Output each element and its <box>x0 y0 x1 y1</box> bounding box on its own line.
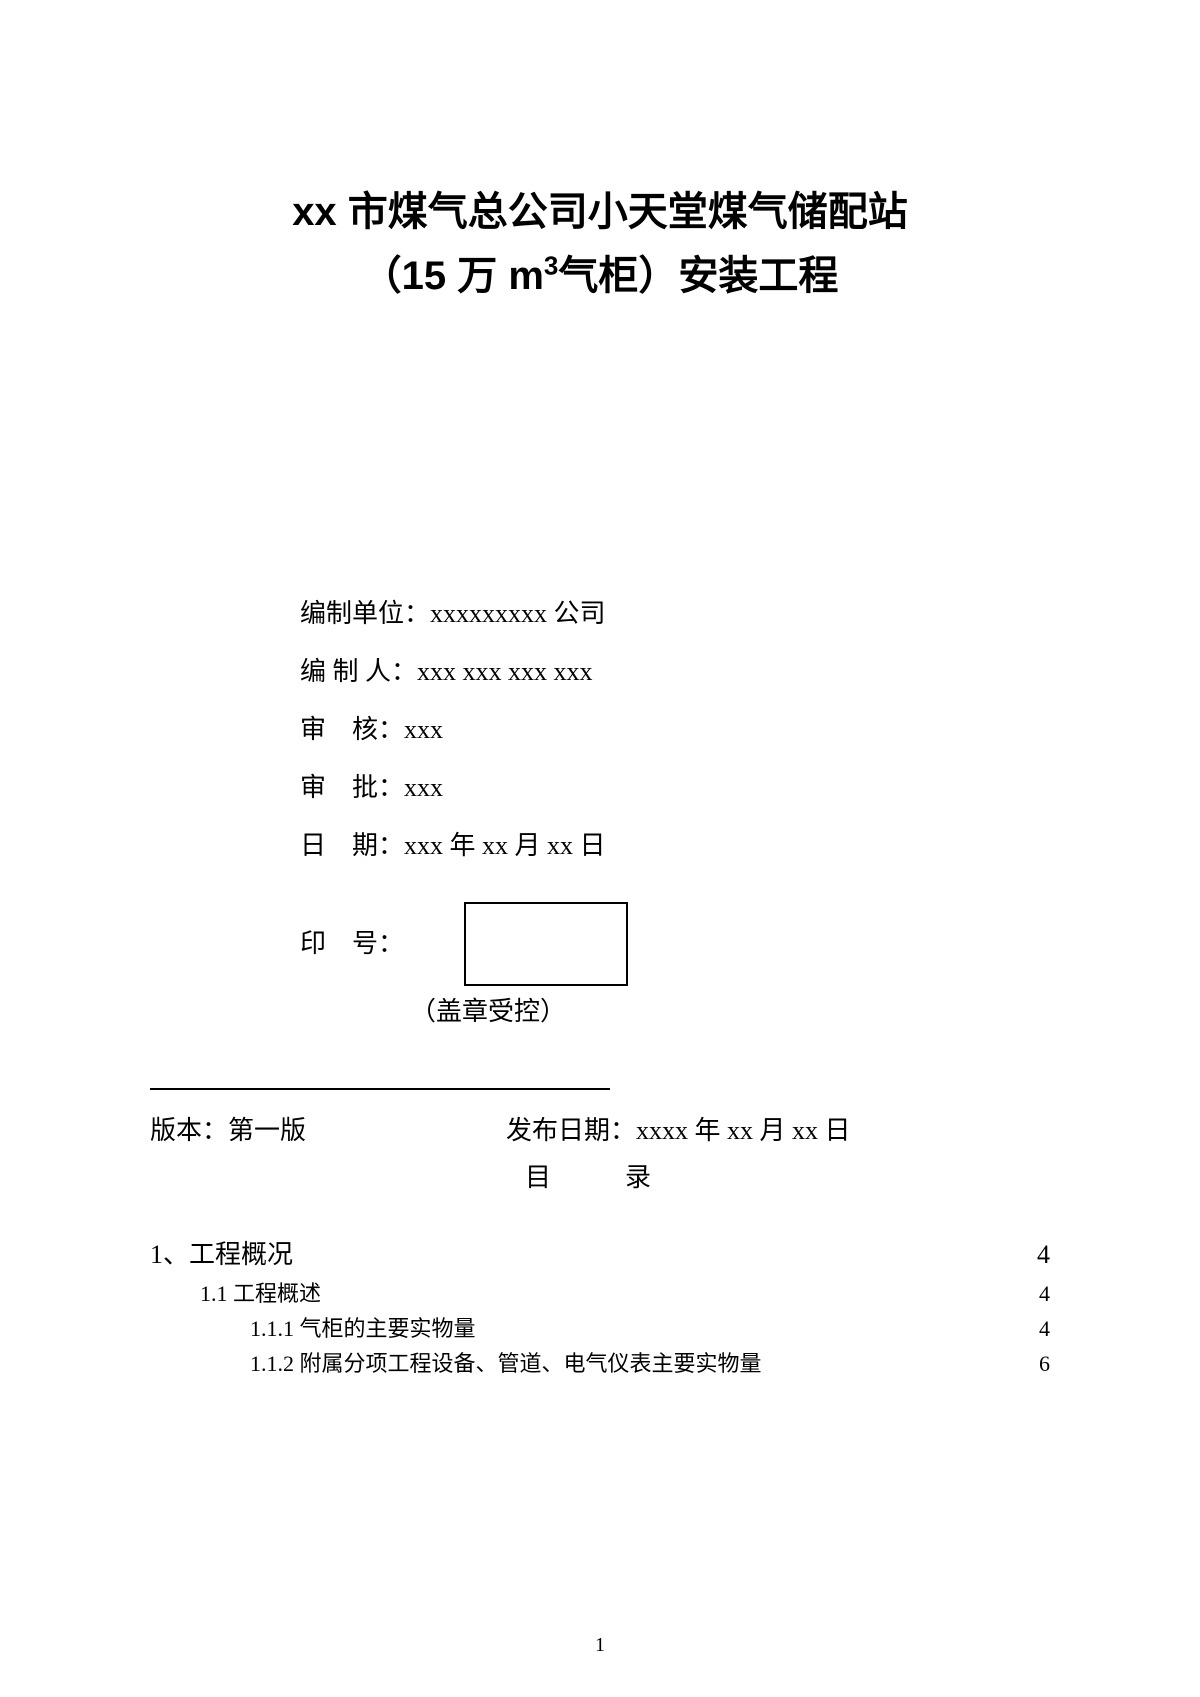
info-date: 日 期： xxx 年 xx 月 xx 日 <box>300 820 1050 872</box>
info-org-value: xxxxxxxxx 公司 <box>430 588 606 640</box>
info-seal: 印 号： <box>300 902 1050 986</box>
toc-page: 6 <box>1039 1346 1050 1381</box>
document-title: xx 市煤气总公司小天堂煤气储配站 （15 万 m3气柜）安装工程 <box>150 180 1050 308</box>
title-line-2-pre: （15 万 m <box>362 254 544 298</box>
toc-text: 1.1.1 气柜的主要实物量 <box>250 1311 476 1346</box>
toc-row: 1、工程概况 4 <box>150 1234 1050 1276</box>
toc-text: 1.1.2 附属分项工程设备、管道、电气仪表主要实物量 <box>250 1346 762 1381</box>
info-author-label: 编 制 人： <box>300 646 417 698</box>
info-org-label: 编制单位： <box>300 588 430 640</box>
version-row: 版本：第一版 发布日期：xxxx 年 xx 月 xx 日 <box>150 1110 1050 1147</box>
toc-page: 4 <box>1039 1276 1050 1311</box>
toc-title: 目 录 <box>150 1157 1050 1194</box>
page-number: 1 <box>595 1634 605 1657</box>
divider <box>150 1088 610 1090</box>
info-author-value: xxx xxx xxx xxx <box>417 646 593 698</box>
info-review-label: 审 核： <box>300 704 404 756</box>
title-line-2: （15 万 m3气柜）安装工程 <box>150 244 1050 308</box>
info-review-value: xxx <box>404 704 443 756</box>
toc-row: 1.1.2 附属分项工程设备、管道、电气仪表主要实物量 6 <box>150 1346 1050 1381</box>
toc-page: 4 <box>1037 1234 1050 1276</box>
info-org: 编制单位： xxxxxxxxx 公司 <box>300 588 1050 640</box>
version-label: 版本：第一版 <box>150 1110 306 1147</box>
toc: 1、工程概况41.1 工程概述41.1.1 气柜的主要实物量41.1.2 附属分… <box>150 1234 1050 1381</box>
toc-text: 1、工程概况 <box>150 1234 293 1276</box>
info-approve-label: 审 批： <box>300 762 404 814</box>
info-approve-value: xxx <box>404 762 443 814</box>
seal-box <box>464 902 628 986</box>
document-info: 编制单位： xxxxxxxxx 公司 编 制 人： xxx xxx xxx xx… <box>300 588 1050 1038</box>
title-superscript: 3 <box>544 251 558 281</box>
toc-text: 1.1 工程概述 <box>200 1276 321 1311</box>
info-review: 审 核： xxx <box>300 704 1050 756</box>
info-seal-label: 印 号： <box>300 918 404 970</box>
toc-row: 1.1 工程概述 4 <box>150 1276 1050 1311</box>
info-author: 编 制 人： xxx xxx xxx xxx <box>300 646 1050 698</box>
toc-row: 1.1.1 气柜的主要实物量 4 <box>150 1311 1050 1346</box>
info-date-label: 日 期： <box>300 820 404 872</box>
title-line-1: xx 市煤气总公司小天堂煤气储配站 <box>150 180 1050 244</box>
toc-page: 4 <box>1039 1311 1050 1346</box>
pubdate-label: 发布日期：xxxx 年 xx 月 xx 日 <box>506 1110 851 1147</box>
title-line-2-post: 气柜）安装工程 <box>558 254 838 298</box>
seal-note: （盖章受控） <box>410 986 1050 1038</box>
info-date-value: xxx 年 xx 月 xx 日 <box>404 820 606 872</box>
info-approve: 审 批： xxx <box>300 762 1050 814</box>
